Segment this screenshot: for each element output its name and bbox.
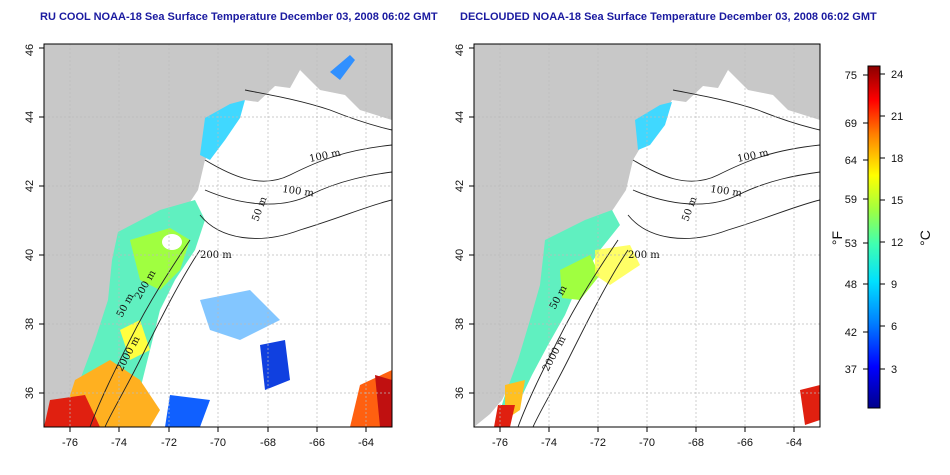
right-lon-tick: -76 [492,437,508,449]
left-lon-tick: -66 [309,437,325,449]
colorbar-c-tick: 21 [891,111,903,123]
left-lat-tick: 44 [24,111,36,123]
colorbar [867,65,881,409]
right-lon-tick: -64 [786,437,802,449]
right-lat-tick: 46 [454,44,466,56]
colorbar-f-tick: 75 [845,70,857,82]
left-lat-tick: 38 [24,318,36,330]
colorbar-f-tick: 69 [845,118,857,130]
left-land-east [300,44,392,120]
right-lat-tick: 40 [454,249,466,261]
right-land [474,44,820,427]
right-lon-tick: -68 [688,437,704,449]
right-map [474,44,820,427]
colorbar-f-tick: 53 [845,238,857,250]
left-lon-tick: -72 [161,437,177,449]
left-lon-tick: -74 [111,437,127,449]
left-contour-label: 200 m [200,250,232,261]
colorbar-f-tick: 59 [845,194,857,206]
colorbar-f-tick: 48 [845,279,857,291]
right-lon-tick: -66 [737,437,753,449]
left-contour-label: 200 m [133,268,159,301]
left-land [44,44,392,427]
colorbar-c-tick: 15 [891,195,903,207]
right-map-title: DECLOUDED NOAA-18 Sea Surface Temperatur… [460,11,877,23]
left-lat-tick: 46 [24,44,36,56]
left-map-title: RU COOL NOAA-18 Sea Surface Temperature … [40,11,438,23]
right-lat-tick: 42 [454,180,466,192]
left-lon-tick: -68 [260,437,276,449]
left-lat-tick: 42 [24,180,36,192]
left-lon-tick: -76 [62,437,78,449]
colorbar-c-tick: 12 [891,237,903,249]
right-contour-label: 200 m [628,250,660,261]
left-lat-tick: 40 [24,249,36,261]
right-contour-label: 100 m [710,184,743,199]
right-lon-tick: -72 [590,437,606,449]
left-map [44,44,392,427]
colorbar-c-tick: 24 [891,69,903,81]
colorbar-c-tick: 6 [891,321,897,333]
right-contour-label: 100 m [736,147,770,164]
left-contour-label: 50 m [115,291,137,319]
right-contour-label: 2000 m [541,334,569,373]
colorbar-c-tick: 9 [891,279,897,291]
left-lon-tick: -70 [210,437,226,449]
colorbar-c-tick: 3 [891,364,897,376]
left-contour-label: 100 m [282,184,315,199]
right-lat-tick: 38 [454,318,466,330]
left-lon-tick: -64 [358,437,374,449]
colorbar-c-unit: °C [917,230,933,246]
right-lat-tick: 36 [454,387,466,399]
colorbar-f-unit: °F [829,231,845,245]
left-contour-label: 50 m [250,195,269,223]
left-contour-label: 100 m [308,147,342,164]
right-lon-tick: -70 [639,437,655,449]
colorbar-c-tick: 18 [891,153,903,165]
left-contour-label: 2000 m [115,334,143,373]
right-contour-label: 50 m [548,283,570,311]
right-contour-label: 50 m [680,195,699,223]
colorbar-f-tick: 64 [845,155,857,167]
colorbar-f-tick: 42 [845,327,857,339]
left-lat-tick: 36 [24,387,36,399]
right-lat-tick: 44 [454,111,466,123]
colorbar-f-tick: 37 [845,364,857,376]
right-lon-tick: -74 [541,437,557,449]
